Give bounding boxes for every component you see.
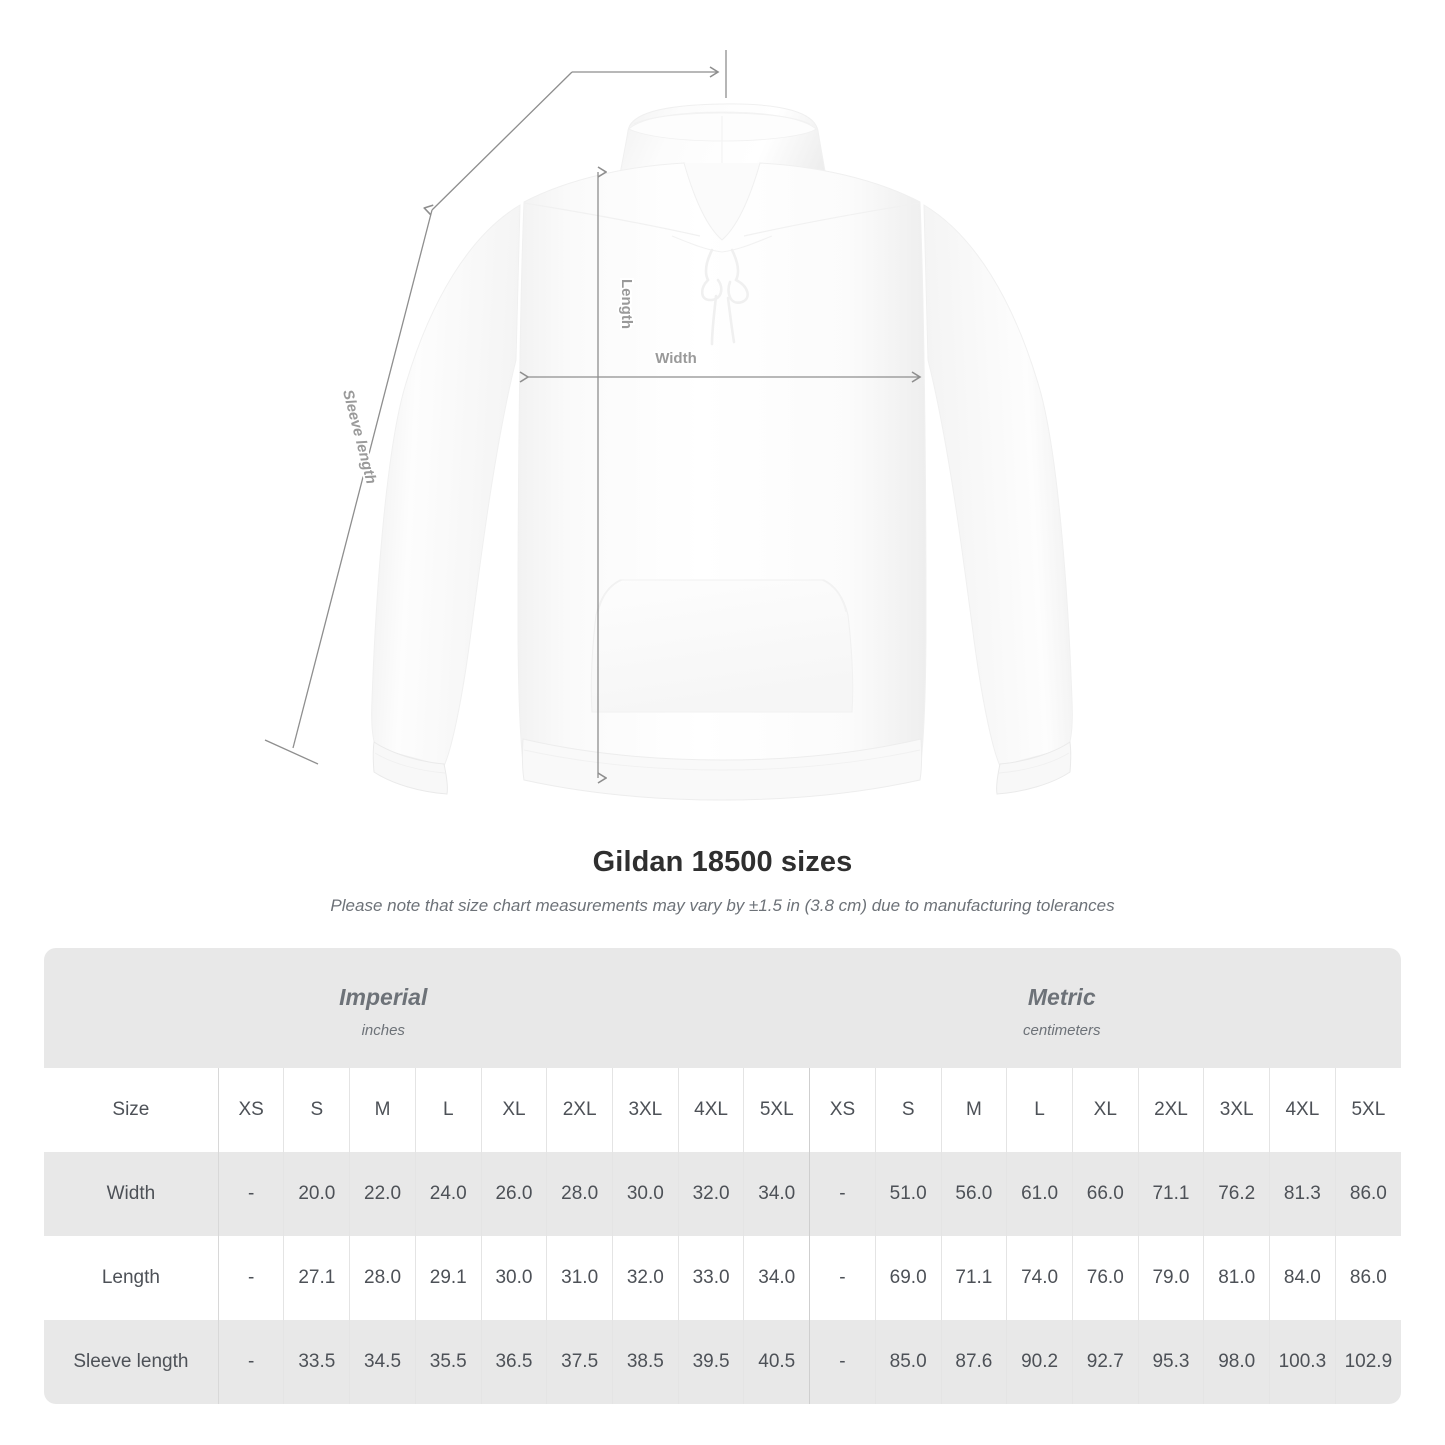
unit-system-imperial-unit: inches [361,1021,405,1039]
cell-length-imperial-m: 28.0 [349,1236,416,1320]
cell-width-metric-m: 56.0 [941,1152,1008,1236]
cell-length-imperial-xs: - [218,1236,285,1320]
page-title: Gildan 18500 sizes [592,846,853,878]
unit-system-metric-unit: centimeters [1022,1021,1101,1039]
table-header-row: Size XS S M L XL 2XL 3XL 4XL 5XL XS S M … [44,1068,1401,1152]
cell-sleeve-metric-2xl: 95.3 [1138,1320,1205,1404]
cell-sleeve-metric-4xl: 100.3 [1269,1320,1336,1404]
cell-width-metric-s: 51.0 [875,1152,942,1236]
drawstring [700,248,749,346]
cell-width-metric-2xl: 71.1 [1138,1152,1205,1236]
size-header-metric-m: M [941,1068,1008,1152]
table-row: Sleeve length - 33.5 34.5 35.5 36.5 37.5… [44,1320,1401,1404]
title-block: Gildan 18500 sizes Please note that size… [0,845,1445,917]
cell-sleeve-imperial-l: 35.5 [415,1320,482,1404]
size-header-metric-5xl: 5XL [1351,1099,1386,1120]
measurements-table: Size XS S M L XL 2XL 3XL 4XL 5XL XS S M … [44,1068,1401,1404]
cell-length-metric-xl: 76.0 [1072,1236,1139,1320]
cell-width-metric-4xl: 81.3 [1269,1152,1336,1236]
cell-sleeve-imperial-m: 34.5 [349,1320,416,1404]
cell-sleeve-metric-l: 90.2 [1006,1320,1073,1404]
cell-sleeve-imperial-5xl: 40.5 [743,1320,811,1404]
size-chart-table: Imperial inches Metric centimeters Size … [44,948,1401,1404]
cell-length-metric-xs: - [809,1236,876,1320]
sleeve-length-dimension [264,50,727,765]
cell-sleeve-imperial-s: 33.5 [283,1320,351,1404]
size-label-cell: Size [44,1068,219,1152]
cell-width-imperial-l: 24.0 [415,1152,482,1236]
size-header-metric-xs: XS [809,1068,876,1152]
cell-length-metric-s: 69.0 [875,1236,942,1320]
cell-width-metric-5xl: 86.0 [1349,1183,1387,1204]
cell-sleeve-imperial-xs: - [218,1320,285,1404]
size-header-imperial-4xl: 4XL [678,1068,745,1152]
measurement-annotations [264,50,922,778]
cell-length-metric-4xl: 84.0 [1269,1236,1336,1320]
cell-length-imperial-xl: 30.0 [481,1236,548,1320]
cell-length-imperial-4xl: 33.0 [678,1236,745,1320]
size-header-imperial-m: M [349,1068,416,1152]
cell-sleeve-imperial-2xl: 37.5 [546,1320,613,1404]
hoodie-garment [371,103,1073,801]
row-label-length: Length [44,1236,219,1320]
size-header-metric-xl: XL [1072,1068,1139,1152]
width-label: Width [655,350,697,367]
cell-width-imperial-s: 20.0 [283,1152,351,1236]
unit-system-metric-name: Metric [1027,983,1096,1010]
cell-sleeve-metric-xs: - [809,1320,876,1404]
tolerance-note: Please note that size chart measurements… [330,896,1115,915]
size-header-metric-s: S [875,1068,942,1152]
unit-system-metric: Metric centimeters [723,948,1402,1068]
cell-sleeve-metric-3xl: 98.0 [1203,1320,1271,1404]
cell-length-metric-l: 74.0 [1006,1236,1073,1320]
length-label: Length [618,279,635,329]
cell-width-imperial-xs: - [218,1152,285,1236]
cell-length-imperial-3xl: 32.0 [612,1236,679,1320]
cell-width-imperial-4xl: 32.0 [678,1152,745,1236]
size-header-imperial-xs: XS [218,1068,285,1152]
size-header-imperial-3xl: 3XL [612,1068,679,1152]
size-header-imperial-5xl: 5XL [743,1068,811,1152]
cell-sleeve-metric-5xl: 102.9 [1344,1351,1393,1372]
row-label-sleeve-length: Sleeve length [44,1320,219,1404]
cell-length-imperial-2xl: 31.0 [546,1236,613,1320]
cell-sleeve-imperial-4xl: 39.5 [678,1320,745,1404]
unit-system-imperial: Imperial inches [44,948,723,1068]
cell-sleeve-metric-m: 87.6 [941,1320,1008,1404]
cell-sleeve-imperial-xl: 36.5 [481,1320,548,1404]
cell-width-imperial-2xl: 28.0 [546,1152,613,1236]
cell-length-metric-m: 71.1 [941,1236,1008,1320]
cell-sleeve-metric-xl: 92.7 [1072,1320,1139,1404]
size-header-imperial-xl: XL [481,1068,548,1152]
cell-width-metric-3xl: 76.2 [1203,1152,1271,1236]
cell-length-imperial-s: 27.1 [283,1236,351,1320]
size-header-imperial-l: L [415,1068,482,1152]
cell-width-imperial-xl: 26.0 [481,1152,548,1236]
cell-length-metric-3xl: 81.0 [1203,1236,1271,1320]
table-row: Width - 20.0 22.0 24.0 26.0 28.0 30.0 32… [44,1152,1401,1236]
size-header-imperial-2xl: 2XL [546,1068,613,1152]
cell-length-metric-2xl: 79.0 [1138,1236,1205,1320]
cell-sleeve-imperial-3xl: 38.5 [612,1320,679,1404]
unit-system-header: Imperial inches Metric centimeters [44,948,1401,1068]
cell-sleeve-metric-s: 85.0 [875,1320,942,1404]
cell-length-metric-5xl: 86.0 [1349,1267,1387,1288]
size-header-metric-4xl: 4XL [1269,1068,1336,1152]
hoodie-illustration: Length Width Sleeve length [264,50,1073,801]
cell-width-imperial-m: 22.0 [349,1152,416,1236]
size-header-metric-l: L [1006,1068,1073,1152]
cell-length-imperial-5xl: 34.0 [743,1236,811,1320]
cell-width-metric-xs: - [809,1152,876,1236]
cell-length-imperial-l: 29.1 [415,1236,482,1320]
cell-width-metric-l: 61.0 [1006,1152,1073,1236]
cell-width-metric-xl: 66.0 [1072,1152,1139,1236]
cell-width-imperial-3xl: 30.0 [612,1152,679,1236]
size-header-imperial-s: S [283,1068,351,1152]
row-label-width: Width [44,1152,219,1236]
cell-width-imperial-5xl: 34.0 [743,1152,811,1236]
size-header-metric-3xl: 3XL [1203,1068,1271,1152]
table-row: Length - 27.1 28.0 29.1 30.0 31.0 32.0 3… [44,1236,1401,1320]
size-header-metric-2xl: 2XL [1138,1068,1205,1152]
unit-system-imperial-name: Imperial [339,983,428,1010]
